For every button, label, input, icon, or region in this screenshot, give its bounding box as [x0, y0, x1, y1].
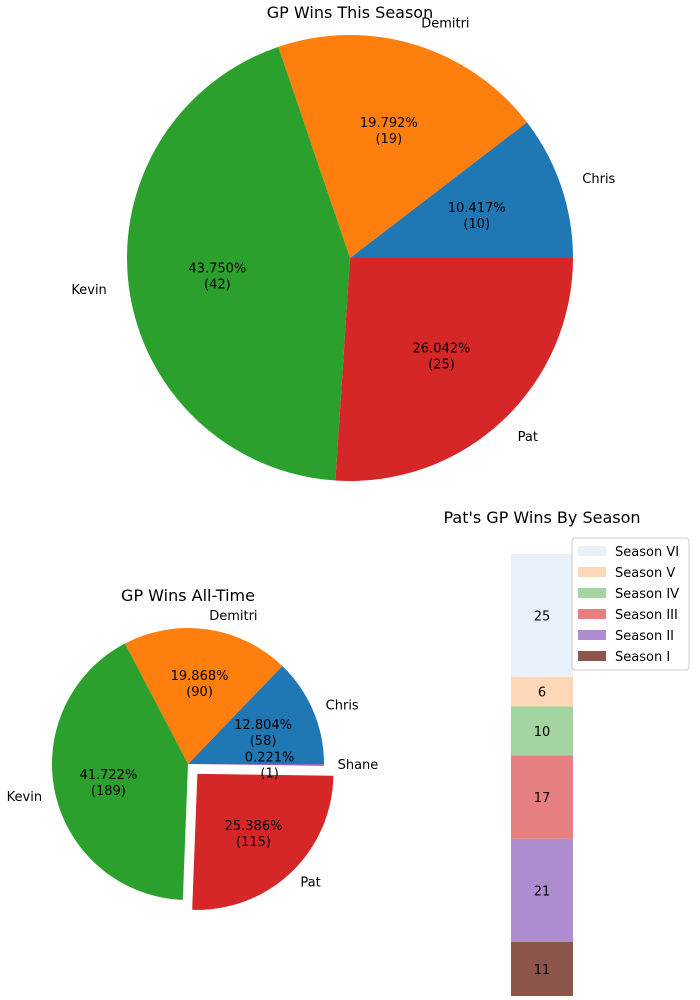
bar-value-season-iv: 10 [534, 725, 551, 740]
bar-value-season-iii: 17 [534, 791, 551, 806]
legend-label-season-ii: Season II [615, 629, 674, 644]
pie-slice-pat [335, 258, 573, 481]
slice-pct-demitri: 19.792% [360, 116, 418, 131]
legend-swatch-season-iii [578, 609, 606, 619]
slice-count-kevin: (42) [204, 277, 231, 292]
slice-pct-pat: 25.386% [225, 819, 283, 834]
legend-pat-by-season: Season VI Season V Season IV Season III Seas… [571, 537, 690, 671]
legend-swatch-season-vi [578, 546, 606, 556]
bar-segment-season-v [511, 676, 573, 707]
bar-segment-season-ii [511, 838, 573, 942]
bar-segment-season-i [511, 941, 573, 996]
slice-label-chris: Chris [326, 698, 359, 713]
slice-count-chris: (10) [463, 217, 490, 232]
slice-count-demitri: (90) [186, 685, 213, 700]
pie-slice-demitri [124, 628, 283, 764]
slice-label-kevin: Kevin [7, 790, 42, 805]
chart-title-pat-by-season: Pat's GP Wins By Season [443, 508, 640, 527]
bar-segment-season-iii [511, 755, 573, 839]
slice-label-pat: Pat [300, 875, 320, 890]
legend-label-season-iv: Season IV [615, 587, 679, 602]
legend-label-season-iii: Season III [615, 608, 678, 623]
pie-this-season: Chris 10.417%(10) Demitri 19.792%(19) Kevin 4… [71, 16, 616, 481]
slice-pct-chris: 12.804% [234, 718, 292, 733]
slice-count-kevin: (189) [91, 784, 126, 799]
stacked-bar-pat-by-season: 11 21 17 10 6 25 [511, 554, 573, 996]
slice-pct-pat: 26.042% [413, 342, 471, 357]
slice-label-kevin: Kevin [71, 283, 106, 298]
slice-count-pat: (25) [428, 358, 455, 373]
pie-slice-kevin [51, 643, 188, 900]
slice-pct-demitri: 19.868% [171, 669, 229, 684]
slice-count-shane: (1) [260, 767, 278, 782]
bar-segment-season-iv [511, 706, 573, 756]
slice-label-pat: Pat [518, 430, 538, 445]
legend-label-season-i: Season I [615, 650, 670, 665]
slice-count-pat: (115) [236, 835, 271, 850]
pie-slice-chris [188, 666, 324, 764]
legend-label-season-v: Season V [615, 566, 675, 581]
slice-label-chris: Chris [582, 172, 615, 187]
slice-count-demitri: (19) [375, 132, 402, 147]
pie-slice-pat [192, 773, 334, 910]
chart-title-all-time: GP Wins All-Time [121, 586, 255, 605]
slice-pct-chris: 10.417% [448, 201, 506, 216]
legend-swatch-season-iv [578, 588, 606, 598]
legend-swatch-season-i [578, 651, 606, 661]
bar-value-season-v: 6 [538, 686, 546, 701]
slice-pct-kevin: 43.750% [188, 261, 246, 276]
pie-slice-demitri [278, 35, 527, 259]
slice-label-shane: Shane [338, 758, 379, 773]
slice-pct-kevin: 41.722% [79, 768, 137, 783]
pie-slice-shane [188, 764, 324, 766]
legend-label-season-vi: Season VI [615, 545, 679, 560]
bar-segment-season-vi [511, 554, 573, 677]
pie-slice-kevin [127, 46, 350, 481]
chart-title-this-season: GP Wins This Season [267, 3, 433, 22]
slice-label-demitri: Demitri [209, 609, 257, 624]
bar-value-season-i: 11 [534, 963, 551, 978]
slice-label-demitri: Demitri [421, 16, 469, 31]
bar-value-season-vi: 25 [534, 609, 551, 624]
slice-pct-shane: 0.221% [245, 751, 295, 766]
bar-value-season-ii: 21 [534, 884, 551, 899]
slice-count-chris: (58) [250, 734, 277, 749]
legend-swatch-season-ii [578, 630, 606, 640]
pie-slice-chris [350, 122, 573, 258]
legend-swatch-season-v [578, 567, 606, 577]
pie-all-time: Chris 12.804%(58) Demitri 19.868%(90) Kevin 4… [7, 609, 379, 910]
